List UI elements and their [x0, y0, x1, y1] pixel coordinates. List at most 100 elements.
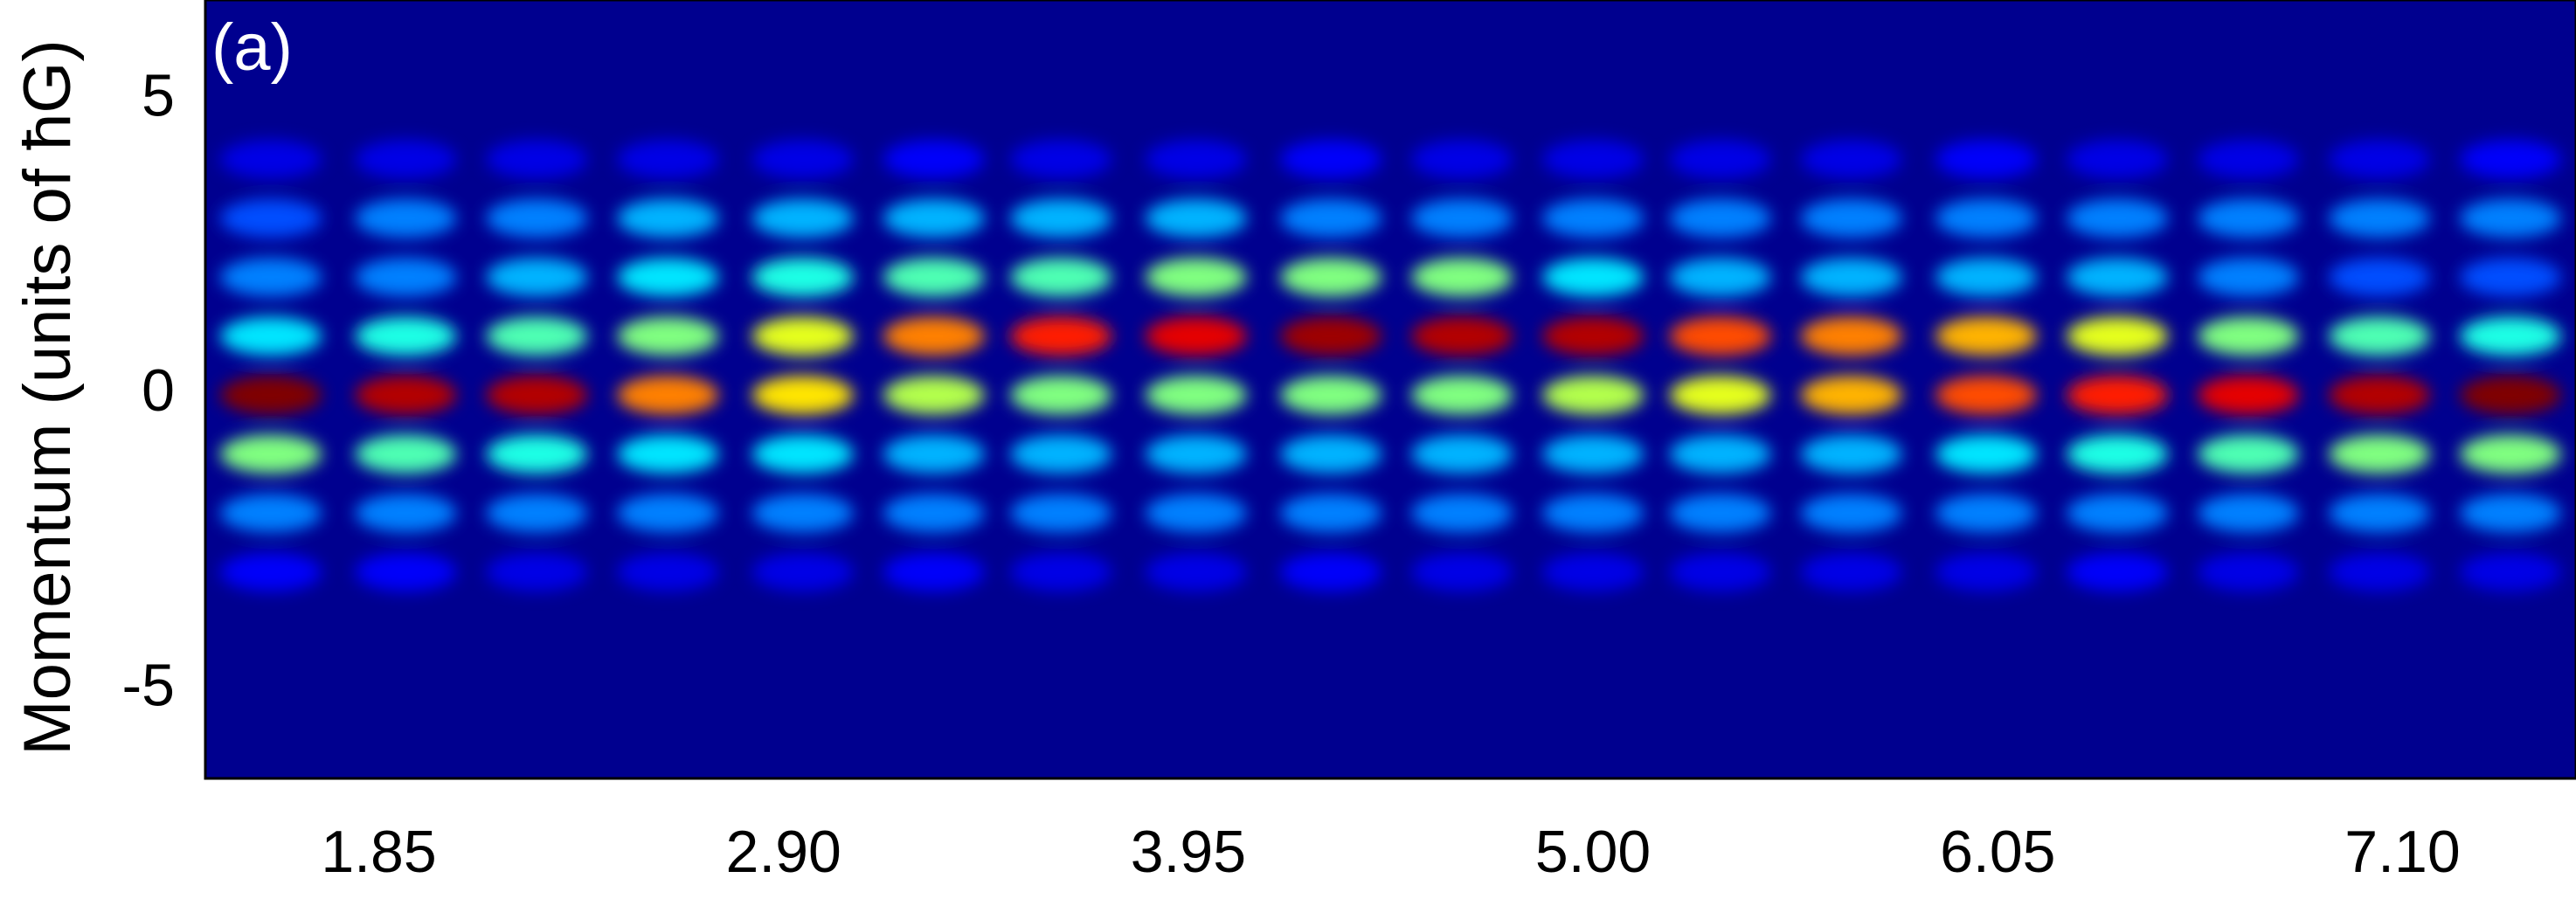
- spot: [2329, 140, 2431, 179]
- x-tick-label: 7.10: [2344, 819, 2460, 885]
- spot: [617, 258, 719, 297]
- spot: [883, 140, 985, 179]
- spot: [2460, 140, 2562, 179]
- spot: [219, 552, 322, 591]
- spot: [1935, 494, 2038, 533]
- spot: [355, 434, 457, 474]
- spot: [486, 376, 588, 415]
- spot: [2198, 258, 2300, 297]
- spot: [2198, 376, 2300, 415]
- spot: [1542, 434, 1645, 474]
- spot: [1280, 140, 1382, 179]
- spot: [1411, 494, 1513, 533]
- spot: [1800, 376, 1902, 415]
- spot: [486, 258, 588, 297]
- spot: [1280, 494, 1382, 533]
- spot: [2067, 494, 2169, 533]
- spot: [1669, 316, 1771, 356]
- spot: [2067, 552, 2169, 591]
- spot: [486, 552, 588, 591]
- spot: [1411, 140, 1513, 179]
- y-tick-label: 5: [142, 63, 175, 129]
- spot: [1280, 316, 1382, 356]
- spot: [1280, 434, 1382, 474]
- spot: [219, 376, 322, 415]
- spot: [2067, 434, 2169, 474]
- spot: [1010, 376, 1112, 415]
- spot: [1669, 198, 1771, 238]
- y-tick-label: 0: [142, 357, 175, 424]
- spot: [2067, 198, 2169, 238]
- spot: [1542, 140, 1645, 179]
- spot: [1800, 198, 1902, 238]
- spot: [1280, 198, 1382, 238]
- x-tick-label: 3.95: [1131, 819, 1246, 885]
- spot: [751, 552, 854, 591]
- spot: [1010, 198, 1112, 238]
- spot: [751, 140, 854, 179]
- spot: [2067, 316, 2169, 356]
- spot: [2329, 552, 2431, 591]
- spot: [1542, 198, 1645, 238]
- spot: [219, 316, 322, 356]
- spot: [355, 376, 457, 415]
- spot: [617, 434, 719, 474]
- spot: [355, 316, 457, 356]
- spot: [1010, 316, 1112, 356]
- spot: [1145, 258, 1247, 297]
- spot: [1145, 434, 1247, 474]
- spot: [751, 494, 854, 533]
- spot: [1669, 258, 1771, 297]
- spot: [751, 316, 854, 356]
- spot: [1280, 258, 1382, 297]
- spot: [355, 494, 457, 533]
- spot: [486, 434, 588, 474]
- spot: [2067, 140, 2169, 179]
- spot: [1411, 198, 1513, 238]
- x-tick-label: 1.85: [321, 819, 436, 885]
- spot: [1935, 258, 2038, 297]
- spot: [486, 494, 588, 533]
- spot: [1280, 376, 1382, 415]
- spot: [1669, 494, 1771, 533]
- spot: [617, 198, 719, 238]
- spot: [1411, 316, 1513, 356]
- spot: [1669, 140, 1771, 179]
- spot: [1800, 258, 1902, 297]
- spot: [1010, 434, 1112, 474]
- spot: [1800, 316, 1902, 356]
- spot: [883, 258, 985, 297]
- spot: [219, 258, 322, 297]
- spot: [1800, 434, 1902, 474]
- spot: [751, 198, 854, 238]
- spot: [2329, 494, 2431, 533]
- spot: [355, 198, 457, 238]
- spot: [355, 552, 457, 591]
- spot: [617, 140, 719, 179]
- spot: [1010, 140, 1112, 179]
- x-tick-label: 5.00: [1535, 819, 1651, 885]
- spot: [1145, 376, 1247, 415]
- spot: [1145, 494, 1247, 533]
- spot: [751, 258, 854, 297]
- spot: [751, 376, 854, 415]
- spot: [883, 198, 985, 238]
- spot: [2198, 140, 2300, 179]
- spot: [1935, 376, 2038, 415]
- spot: [1280, 552, 1382, 591]
- spot: [2460, 494, 2562, 533]
- spot: [1935, 316, 2038, 356]
- spot: [751, 434, 854, 474]
- spot: [2067, 258, 2169, 297]
- spot: [486, 316, 588, 356]
- spot: [1669, 434, 1771, 474]
- spot: [219, 140, 322, 179]
- x-tick-label: 6.05: [1940, 819, 2055, 885]
- spot: [2460, 258, 2562, 297]
- y-tick-label: -5: [122, 653, 175, 719]
- spot: [2329, 434, 2431, 474]
- spot: [883, 494, 985, 533]
- spot: [1145, 198, 1247, 238]
- spot: [617, 376, 719, 415]
- spot: [355, 258, 457, 297]
